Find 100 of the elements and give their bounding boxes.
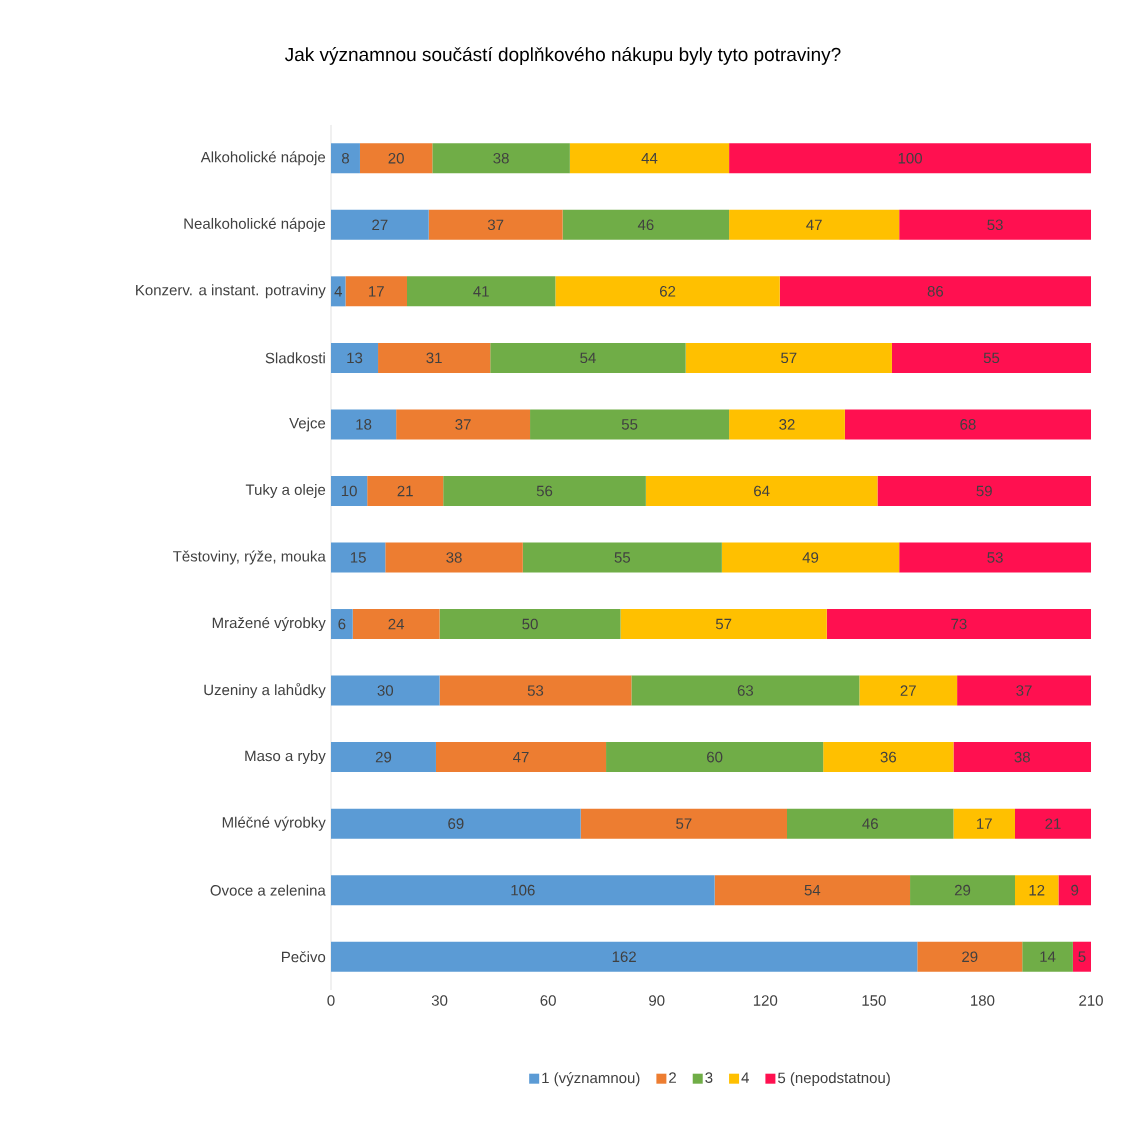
bar xyxy=(714,875,911,906)
bar xyxy=(331,875,715,906)
bar xyxy=(877,475,1091,506)
bar xyxy=(359,143,433,174)
data-label: 10 xyxy=(341,485,357,497)
bar xyxy=(957,675,1091,706)
bar xyxy=(953,742,1091,773)
data-label: 38 xyxy=(446,552,462,563)
bar xyxy=(331,808,581,839)
bar xyxy=(631,675,860,706)
bar xyxy=(331,209,429,240)
data-label: 49 xyxy=(802,552,819,563)
data-label: 38 xyxy=(493,152,509,164)
data-label: 53 xyxy=(987,552,1003,563)
data-label: 9 xyxy=(1071,884,1079,896)
data-label: 29 xyxy=(375,751,392,763)
bar xyxy=(378,342,491,373)
bar xyxy=(562,209,730,240)
data-label: 46 xyxy=(862,818,878,829)
data-label: 59 xyxy=(976,485,992,497)
y-tick-label: Sladkosti xyxy=(265,352,325,364)
data-label: 62 xyxy=(660,286,676,297)
data-label: 53 xyxy=(987,219,1003,231)
data-label: 68 xyxy=(960,419,976,430)
bar xyxy=(826,609,1091,640)
data-label: 55 xyxy=(983,352,1000,364)
bar xyxy=(432,143,570,174)
bar xyxy=(787,808,954,839)
data-label: 47 xyxy=(806,219,822,230)
bar xyxy=(1072,941,1091,972)
data-label: 57 xyxy=(715,618,732,630)
data-label: 20 xyxy=(388,152,404,164)
data-label: 57 xyxy=(781,352,797,364)
chart-title: Jak významnou součástí doplňkového nákupu byly tyto potraviny? xyxy=(285,47,841,65)
data-label: 24 xyxy=(388,618,405,630)
bar xyxy=(910,875,1015,906)
legend-label: 1 (významnou) xyxy=(542,1072,640,1087)
bar xyxy=(331,675,440,706)
bar xyxy=(331,143,360,174)
bar xyxy=(407,276,556,307)
data-label: 17 xyxy=(369,286,384,297)
data-label: 57 xyxy=(676,818,692,829)
bar xyxy=(645,475,878,506)
data-label: 73 xyxy=(951,618,967,630)
data-label: 12 xyxy=(1029,884,1045,896)
data-label: 31 xyxy=(426,352,442,364)
y-tick-label: Alkoholické nápoje xyxy=(200,151,326,166)
x-tick-label: 30 xyxy=(431,995,448,1006)
data-label: 47 xyxy=(513,751,529,763)
data-label: 53 xyxy=(527,685,544,696)
x-tick-label: 150 xyxy=(862,995,886,1006)
y-tick-label: Tuky a oleje xyxy=(245,483,326,498)
bar xyxy=(721,542,900,573)
data-label: 50 xyxy=(522,618,538,630)
data-label: 21 xyxy=(397,485,413,497)
data-label: 63 xyxy=(737,685,754,696)
bar xyxy=(439,675,632,706)
data-label: 27 xyxy=(372,219,388,231)
legend-label: 5 (nepodstatnou) xyxy=(778,1072,890,1087)
bar xyxy=(530,409,730,440)
data-label: 55 xyxy=(614,552,631,563)
data-label: 27 xyxy=(900,685,916,696)
data-label: 106 xyxy=(511,884,535,896)
bar xyxy=(331,742,436,773)
bar xyxy=(779,276,1091,307)
bar xyxy=(352,609,440,640)
data-label: 54 xyxy=(580,352,596,364)
bar xyxy=(439,609,621,640)
bar xyxy=(331,409,397,440)
data-label: 5 xyxy=(1078,951,1086,962)
bar xyxy=(569,143,730,174)
bar xyxy=(1058,875,1091,906)
y-tick-label: Konzerv. a instant. potraviny xyxy=(136,284,326,299)
data-label: 69 xyxy=(448,818,464,829)
bar xyxy=(367,475,444,506)
data-label: 37 xyxy=(1016,685,1032,696)
x-tick-label: 180 xyxy=(971,995,995,1006)
data-label: 14 xyxy=(1040,951,1056,962)
y-tick-label: Nealkoholické nápoje xyxy=(184,217,326,232)
bar xyxy=(1022,941,1073,972)
y-tick-label: Mléčné výrobky xyxy=(222,816,326,831)
bar xyxy=(331,609,353,640)
data-label: 37 xyxy=(487,219,504,231)
y-tick-label: Uzeniny a lahůdky xyxy=(204,682,326,699)
data-label: 36 xyxy=(880,751,897,763)
bar xyxy=(490,342,686,373)
bar xyxy=(580,808,787,839)
x-tick-label: 60 xyxy=(540,995,556,1006)
bar xyxy=(620,609,827,640)
data-label: 41 xyxy=(473,286,489,297)
data-label: 21 xyxy=(1045,818,1061,829)
data-label: 18 xyxy=(356,419,372,430)
legend-label: 4 xyxy=(741,1072,749,1083)
x-tick-label: 120 xyxy=(753,995,778,1006)
data-label: 17 xyxy=(977,818,992,829)
bar xyxy=(443,475,646,506)
data-label: 4 xyxy=(334,286,342,297)
data-label: 64 xyxy=(754,485,770,497)
bar xyxy=(522,542,722,573)
data-label: 6 xyxy=(338,618,346,630)
